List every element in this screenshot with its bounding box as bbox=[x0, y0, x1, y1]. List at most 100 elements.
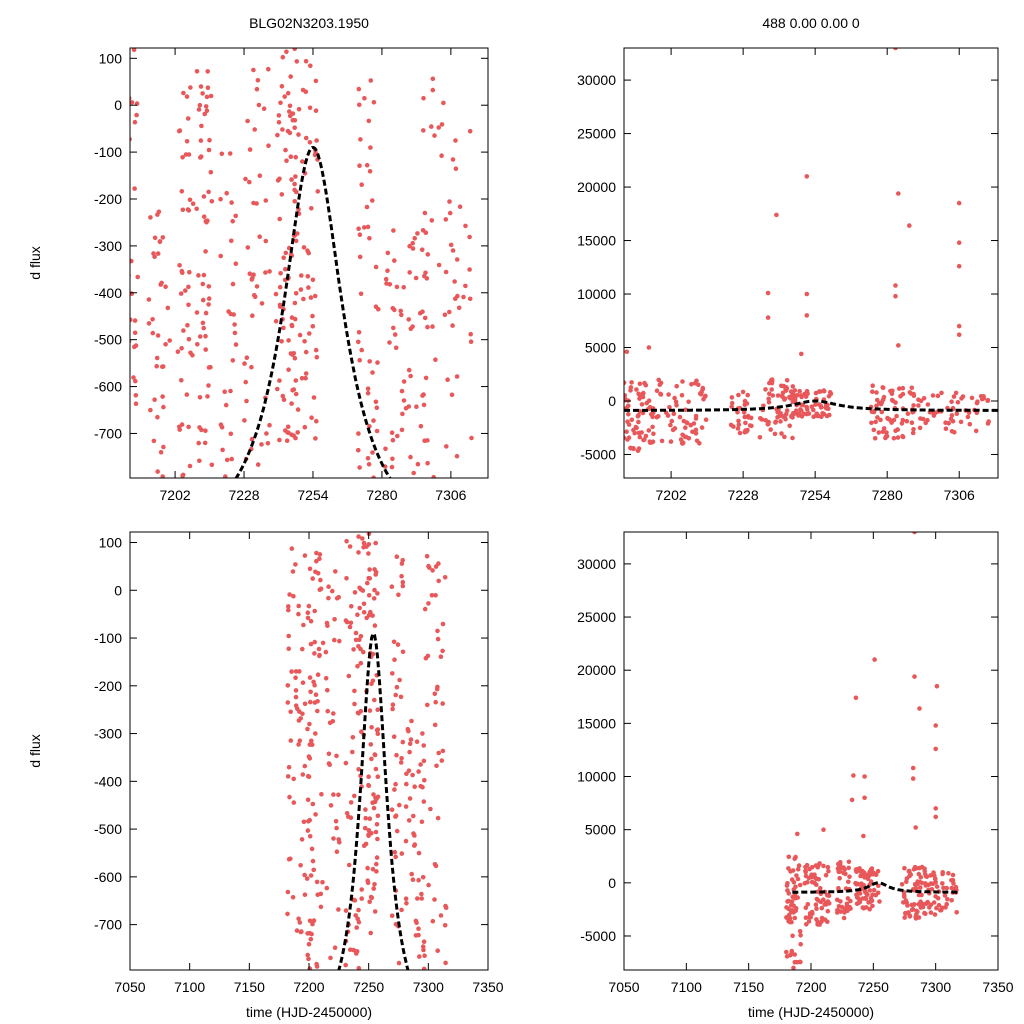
data-point bbox=[805, 902, 811, 907]
data-point bbox=[350, 735, 356, 740]
x-tick-label: 7202 bbox=[656, 487, 687, 503]
data-point bbox=[419, 896, 425, 901]
data-point bbox=[148, 215, 153, 220]
data-point bbox=[808, 874, 814, 880]
data-point bbox=[315, 708, 320, 714]
data-point bbox=[298, 716, 304, 721]
data-point bbox=[318, 904, 324, 910]
data-point bbox=[286, 857, 292, 862]
data-point bbox=[293, 238, 299, 244]
data-point bbox=[911, 403, 916, 408]
data-point bbox=[895, 427, 900, 432]
data-point bbox=[456, 305, 462, 311]
data-point bbox=[314, 354, 320, 360]
data-point bbox=[784, 378, 790, 383]
data-point bbox=[367, 169, 373, 174]
data-point bbox=[286, 607, 291, 613]
data-point bbox=[389, 913, 395, 918]
data-point bbox=[407, 796, 413, 801]
data-point bbox=[766, 400, 772, 405]
data-point bbox=[624, 429, 629, 435]
data-point bbox=[403, 804, 409, 809]
data-point-outlier bbox=[624, 349, 630, 355]
data-point bbox=[295, 430, 301, 435]
data-point bbox=[311, 867, 317, 873]
data-point bbox=[789, 899, 795, 904]
chart-title: BLG02N3203.1950 bbox=[249, 15, 369, 31]
data-point bbox=[280, 54, 286, 60]
data-point bbox=[283, 147, 288, 153]
data-point bbox=[223, 402, 229, 408]
data-point bbox=[441, 100, 446, 106]
y-tick-label: 10000 bbox=[577, 286, 616, 302]
data-point bbox=[927, 905, 932, 910]
data-point-outlier bbox=[933, 814, 938, 820]
data-point bbox=[929, 887, 935, 892]
data-point bbox=[364, 162, 370, 168]
data-point bbox=[938, 907, 944, 913]
data-point bbox=[254, 86, 260, 92]
data-point bbox=[637, 381, 643, 387]
data-point bbox=[919, 864, 925, 870]
data-point bbox=[729, 395, 735, 400]
data-point bbox=[659, 438, 665, 444]
data-point bbox=[132, 119, 138, 125]
data-point bbox=[337, 638, 342, 644]
data-point-outlier bbox=[956, 332, 962, 338]
data-point bbox=[394, 284, 400, 290]
data-point bbox=[352, 701, 357, 707]
data-point bbox=[202, 111, 207, 117]
data-point bbox=[429, 124, 434, 129]
data-point bbox=[374, 405, 380, 411]
data-point bbox=[334, 753, 339, 759]
y-tick-label: -700 bbox=[94, 425, 122, 441]
data-point bbox=[425, 438, 430, 443]
data-point bbox=[186, 336, 192, 342]
data-point bbox=[650, 439, 656, 445]
x-tick-label: 7250 bbox=[353, 979, 384, 995]
data-point bbox=[374, 822, 380, 827]
data-point bbox=[467, 267, 472, 272]
data-point bbox=[307, 721, 312, 727]
data-point bbox=[336, 792, 341, 798]
data-point bbox=[371, 596, 377, 601]
data-point bbox=[798, 407, 803, 412]
data-point bbox=[636, 419, 641, 425]
data-point bbox=[909, 902, 915, 908]
data-point bbox=[250, 313, 255, 319]
data-point bbox=[307, 817, 313, 823]
data-point bbox=[870, 383, 875, 389]
data-point bbox=[186, 302, 191, 308]
data-point bbox=[390, 706, 395, 712]
data-point bbox=[202, 440, 208, 446]
data-point bbox=[261, 106, 267, 111]
data-point bbox=[156, 209, 162, 215]
data-point bbox=[368, 742, 374, 747]
data-point bbox=[177, 263, 182, 268]
data-point bbox=[190, 352, 195, 358]
data-point bbox=[353, 637, 359, 643]
data-point bbox=[949, 413, 955, 418]
data-point bbox=[421, 939, 427, 944]
data-point bbox=[346, 862, 352, 868]
data-point bbox=[130, 258, 134, 264]
data-point bbox=[372, 909, 378, 914]
data-point bbox=[412, 842, 418, 847]
data-point-outlier bbox=[765, 315, 771, 320]
data-point bbox=[671, 411, 677, 417]
data-point bbox=[324, 620, 330, 626]
data-point bbox=[691, 421, 697, 426]
data-point bbox=[228, 431, 234, 437]
data-point bbox=[450, 248, 456, 253]
data-point bbox=[365, 456, 371, 461]
data-point-outlier bbox=[907, 223, 912, 228]
data-point bbox=[838, 899, 843, 904]
data-point bbox=[323, 676, 329, 681]
data-point bbox=[876, 430, 882, 435]
data-point bbox=[209, 462, 215, 468]
data-point bbox=[286, 338, 291, 343]
data-point bbox=[807, 911, 813, 916]
data-point bbox=[292, 355, 298, 361]
data-point bbox=[693, 427, 699, 433]
data-point bbox=[944, 901, 949, 907]
